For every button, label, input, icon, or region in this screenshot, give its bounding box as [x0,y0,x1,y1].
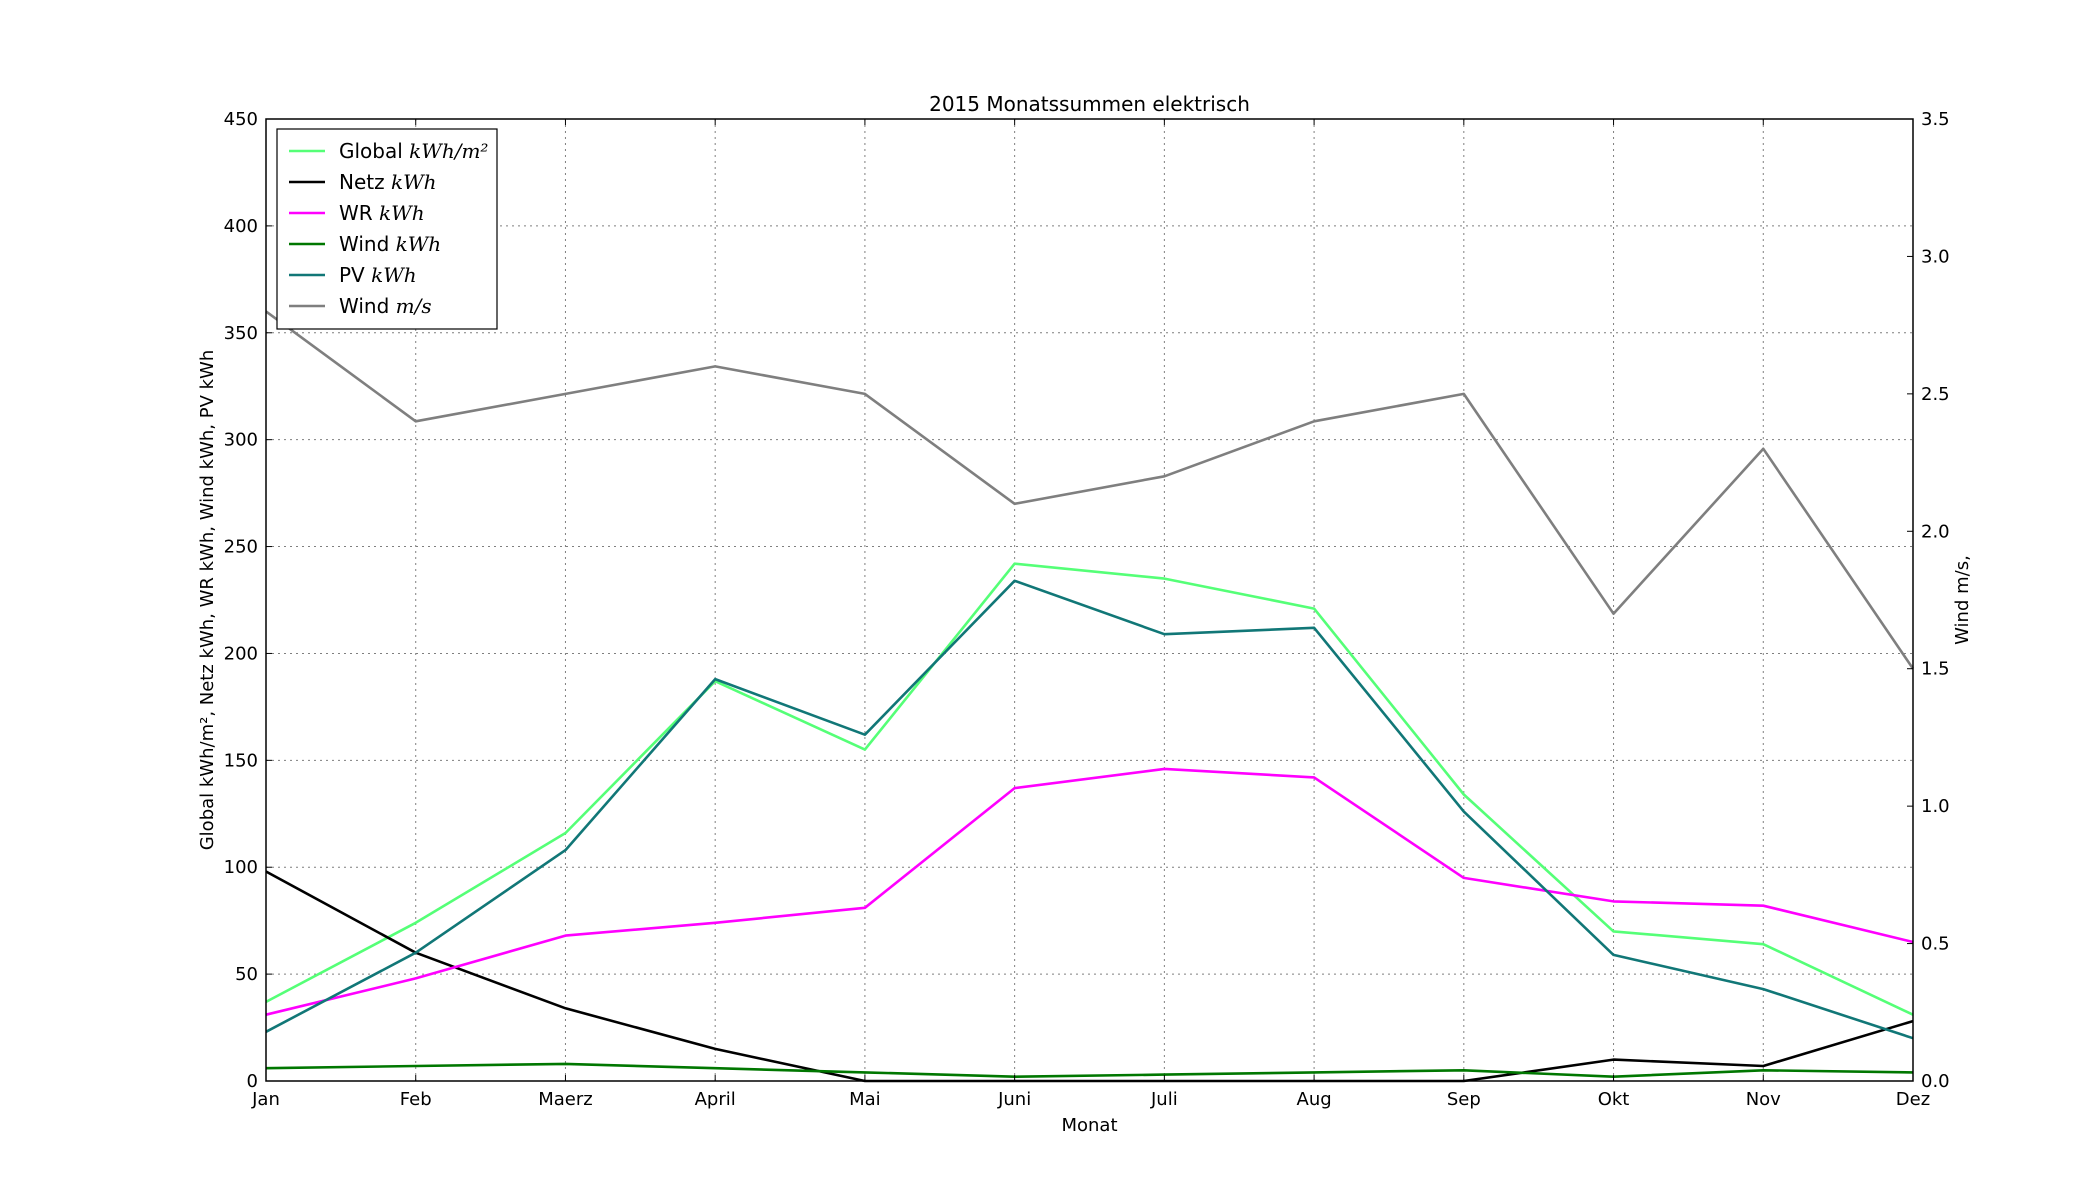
y2-tick-label: 0.5 [1921,934,1950,955]
plot-frame [265,118,1914,1082]
legend-entry: Global kWh/m² [339,139,488,163]
y2-tick-label: 2.0 [1921,521,1950,542]
y-tick-label: 50 [235,964,258,985]
legend-box [276,128,498,330]
series-lines [265,310,1915,1083]
legend-entry: Netz kWh [339,170,437,194]
x-tick-label: Dez [1896,1089,1930,1110]
y2-tick-label: 3.5 [1921,109,1950,130]
x-axis-label: Monat [1061,1115,1117,1136]
y-tick-label: 300 [224,430,258,451]
series-line-global-kwh-m- [265,562,1914,1016]
chart-title: 2015 Monatssummen elektrisch [929,92,1250,116]
legend-entry: WR kWh [339,201,425,225]
y2-tick-label: 3.0 [1921,246,1950,267]
y2-axis-label: Wind m/s, [1952,555,1973,645]
x-tick-label: Sep [1447,1089,1481,1110]
x-tick-label: Juli [1150,1089,1178,1110]
legend-entry: PV kWh [339,263,417,287]
x-tick-label: Juni [997,1089,1031,1110]
y-tick-label: 0 [247,1071,258,1092]
y-tick-label: 100 [224,857,258,878]
legend-entry: Wind m/s [339,294,432,318]
grid [266,119,1913,1081]
x-tick-label: Feb [400,1089,432,1110]
y-tick-label: 400 [224,216,258,237]
axis-ticks: Jan Feb Maerz April Mai Juni Juli Aug Sep Okt Nov D… [224,109,1950,1110]
y-tick-label: 200 [224,643,258,664]
x-tick-label: Maerz [538,1089,592,1110]
x-tick-label: Okt [1598,1089,1630,1110]
series-line-wr-kwh [265,767,1914,1016]
x-tick-label: April [695,1089,736,1110]
legend: Global kWh/m² Netz kWh WR kWh Wind kWh PV kW… [276,128,498,330]
x-tick-label: Aug [1297,1089,1332,1110]
y-tick-label: 250 [224,537,258,558]
y-axis-label: Global kWh/m², Netz kWh, WR kWh, Wind kW… [197,350,218,851]
y-tick-label: 450 [224,109,258,130]
y2-tick-label: 1.0 [1921,796,1950,817]
x-tick-label: Mai [849,1089,881,1110]
y-tick-label: 350 [224,323,258,344]
y2-tick-label: 0.0 [1921,1071,1950,1092]
y-tick-label: 150 [224,750,258,771]
legend-entry: Wind kWh [339,232,441,256]
axis-labels: 2015 Monatssummen elektrisch Monat Globa… [197,92,1973,1136]
series-line-pv-kwh [265,579,1914,1040]
series-line-wind-kwh [265,1062,1914,1078]
y2-tick-label: 2.5 [1921,384,1950,405]
x-tick-label: Jan [251,1089,280,1110]
series-line-wind-m-s [265,310,1915,670]
y2-tick-label: 1.5 [1921,659,1950,680]
x-tick-label: Nov [1746,1089,1781,1110]
